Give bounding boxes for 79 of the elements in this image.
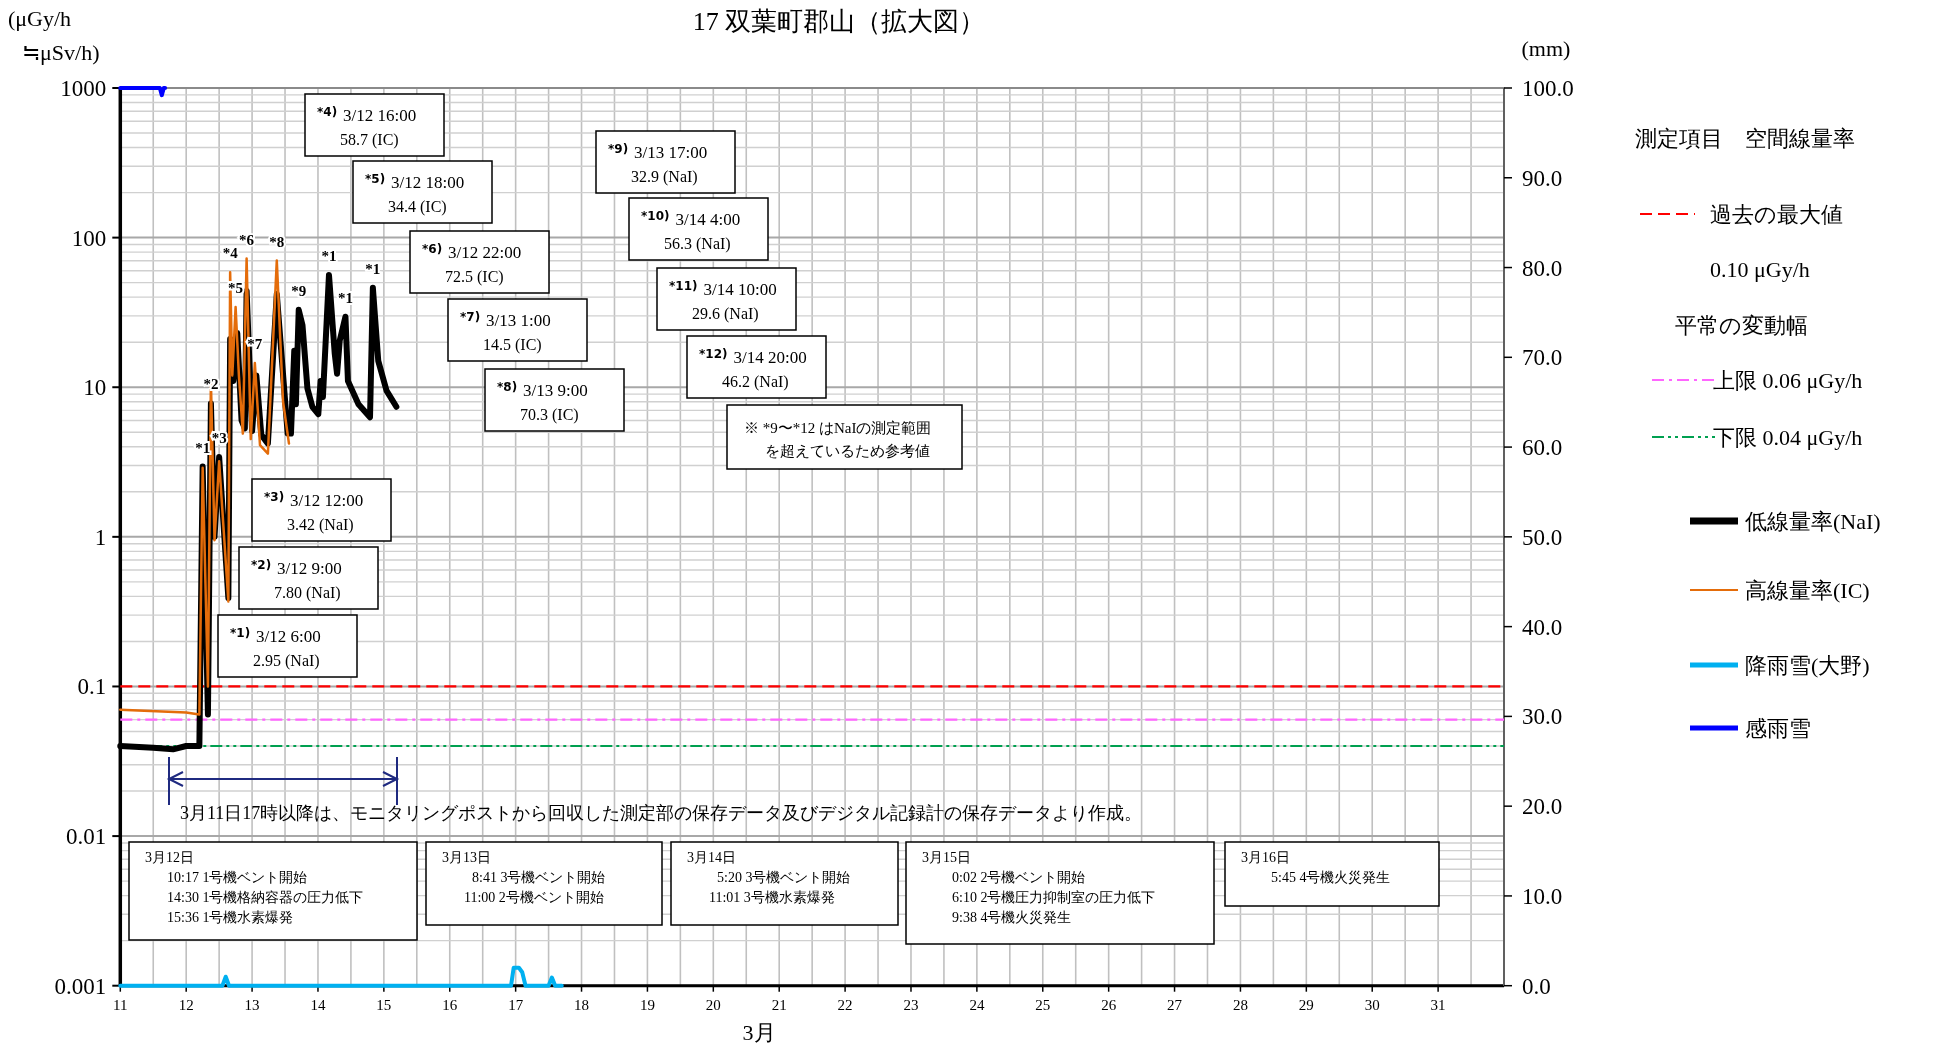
y-tick-label: 1000 [60,76,107,101]
x-tick-label: 20 [705,996,721,1013]
x-axis-title: 3月 [742,1020,776,1045]
x-tick-label: 16 [442,996,458,1013]
line-series [118,965,564,988]
x-tick-label: 11 [113,996,128,1013]
legend-label: 高線量率(IC) [1745,578,1870,603]
y2-tick-label: 100.0 [1522,76,1574,101]
x-tick-label: 28 [1232,996,1248,1013]
legend-title: 測定項目 空間線量率 [1635,126,1855,151]
annotation: $^{*12)}$ 3/14 20:00 46.2 (NaI) [699,347,807,391]
annotation: 3月12日 10:17 1号機ベント開始 14:30 1号機格納容器の圧力低下 15:36 1号機水素爆発 [145,850,364,925]
annotation: 3月13日 8:41 3号機ベント開始 11:00 2号機ベント開始 [442,850,606,905]
x-tick-label: 12 [178,996,194,1013]
annotation: $^{*5)}$ 3/12 18:00 34.4 (IC) [365,172,465,216]
legend-label: 低線量率(NaI) [1745,509,1881,534]
y2-tick-label: 10.0 [1522,883,1563,909]
annotation: ※ *9〜*12 はNaIの測定範囲を超えているため参考値 [744,420,932,459]
x-tick-label: 22 [837,996,853,1013]
y2-tick-label: 70.0 [1522,345,1563,371]
x-tick-label: 19 [639,996,655,1013]
x-tick-label: 25 [1035,996,1051,1013]
y-tick-label: 0.01 [66,824,107,850]
y2-tick-label: 50.0 [1522,524,1563,550]
y2-tick-label: 40.0 [1522,614,1563,640]
x-tick-label: 15 [376,996,392,1013]
x-tick-label: 14 [310,996,326,1013]
x-tick-label: 18 [574,996,590,1013]
x-tick-label: 24 [969,996,985,1013]
text: 平常の変動幅 [1675,313,1808,338]
y-tick-label: 100 [71,225,107,251]
annotation: 3月16日 5:45 4号機火災発生 [1241,850,1391,885]
annotation: *1 [321,247,337,264]
text: 過去の最大値 0.10 μGy/h [1710,202,1843,282]
y2-tick-label: 90.0 [1522,165,1563,191]
y2-tick-label: 0.0 [1522,973,1551,999]
y2-tick-label: 80.0 [1522,255,1563,281]
annotation: $^{*9)}$ 3/13 17:00 32.9 (NaI) [608,142,708,186]
annotation: *1 [337,289,353,306]
annotation: $^{*6)}$ 3/12 22:00 72.5 (IC) [422,242,522,286]
x-tick-label: 17 [508,996,524,1013]
y-axis-title: (μGy/h ≒μSv/h) [8,6,100,65]
annotation: *1 [365,260,381,277]
x-tick-label: 27 [1167,996,1183,1013]
annotation: $^{*1)}$ 3/12 6:00 2.95 (NaI) [230,626,321,670]
x-tick-label: 23 [903,996,919,1013]
annotation: $^{*8)}$ 3/13 9:00 70.3 (IC) [497,380,588,424]
annotation: 3月11日17時以降は、モニタリングポストから回収した測定部の保存データ及びデジタル記録計の保存データより作成。 [180,803,1143,823]
y-tick-label: 0.001 [54,973,107,999]
y-tick-label: 1 [94,524,107,550]
annotation: *4 [222,245,239,262]
y2-tick-label: 30.0 [1522,704,1563,730]
annotation: $^{*11)}$ 3/14 10:00 29.6 (NaI) [669,279,777,323]
x-tick-label: 30 [1364,996,1380,1013]
y-tick-label: 10 [83,375,107,401]
y2-tick-label: 20.0 [1522,794,1563,820]
chart-title: 17 双葉町郡山（拡大図） [692,7,986,36]
x-tick-label: 21 [771,996,787,1013]
x-tick-label: 31 [1430,996,1446,1013]
y-tick-label: 0.1 [77,674,107,700]
legend-label: 上限 0.06 μGy/h [1713,368,1863,393]
annotation: $^{*3)}$ 3/12 12:00 3.42 (NaI) [264,490,364,534]
legend-label: 感雨雪 [1745,716,1811,741]
legend-label: 降雨雪(大野) [1745,653,1870,678]
annotation: $^{*7)}$ 3/13 1:00 14.5 (IC) [460,310,551,354]
annotation: *9 [291,282,307,299]
annotation: *8 [269,233,285,250]
x-tick-label: 26 [1101,996,1117,1013]
annotation: *6 [239,231,255,248]
annotation: $^{*2)}$ 3/12 9:00 7.80 (NaI) [251,558,342,602]
legend-label: 下限 0.04 μGy/h [1713,425,1863,450]
annotation: 3月14日 5:20 3号機ベント開始 11:01 3号機水素爆発 [687,850,851,905]
annotation: 3月15日 0:02 2号機ベント開始 6:10 2号機圧力抑制室の圧力低下 9:38 4号機火災発生 [922,850,1156,925]
annotation: $^{*4)}$ 3/12 16:00 58.7 (IC) [317,105,417,149]
x-tick-label: 13 [244,996,260,1013]
x-tick-label: 29 [1298,996,1314,1013]
y2-axis-title: (mm) [1521,36,1571,61]
y2-tick-label: 60.0 [1522,435,1563,461]
annotation: $^{*10)}$ 3/14 4:00 56.3 (NaI) [641,209,741,253]
